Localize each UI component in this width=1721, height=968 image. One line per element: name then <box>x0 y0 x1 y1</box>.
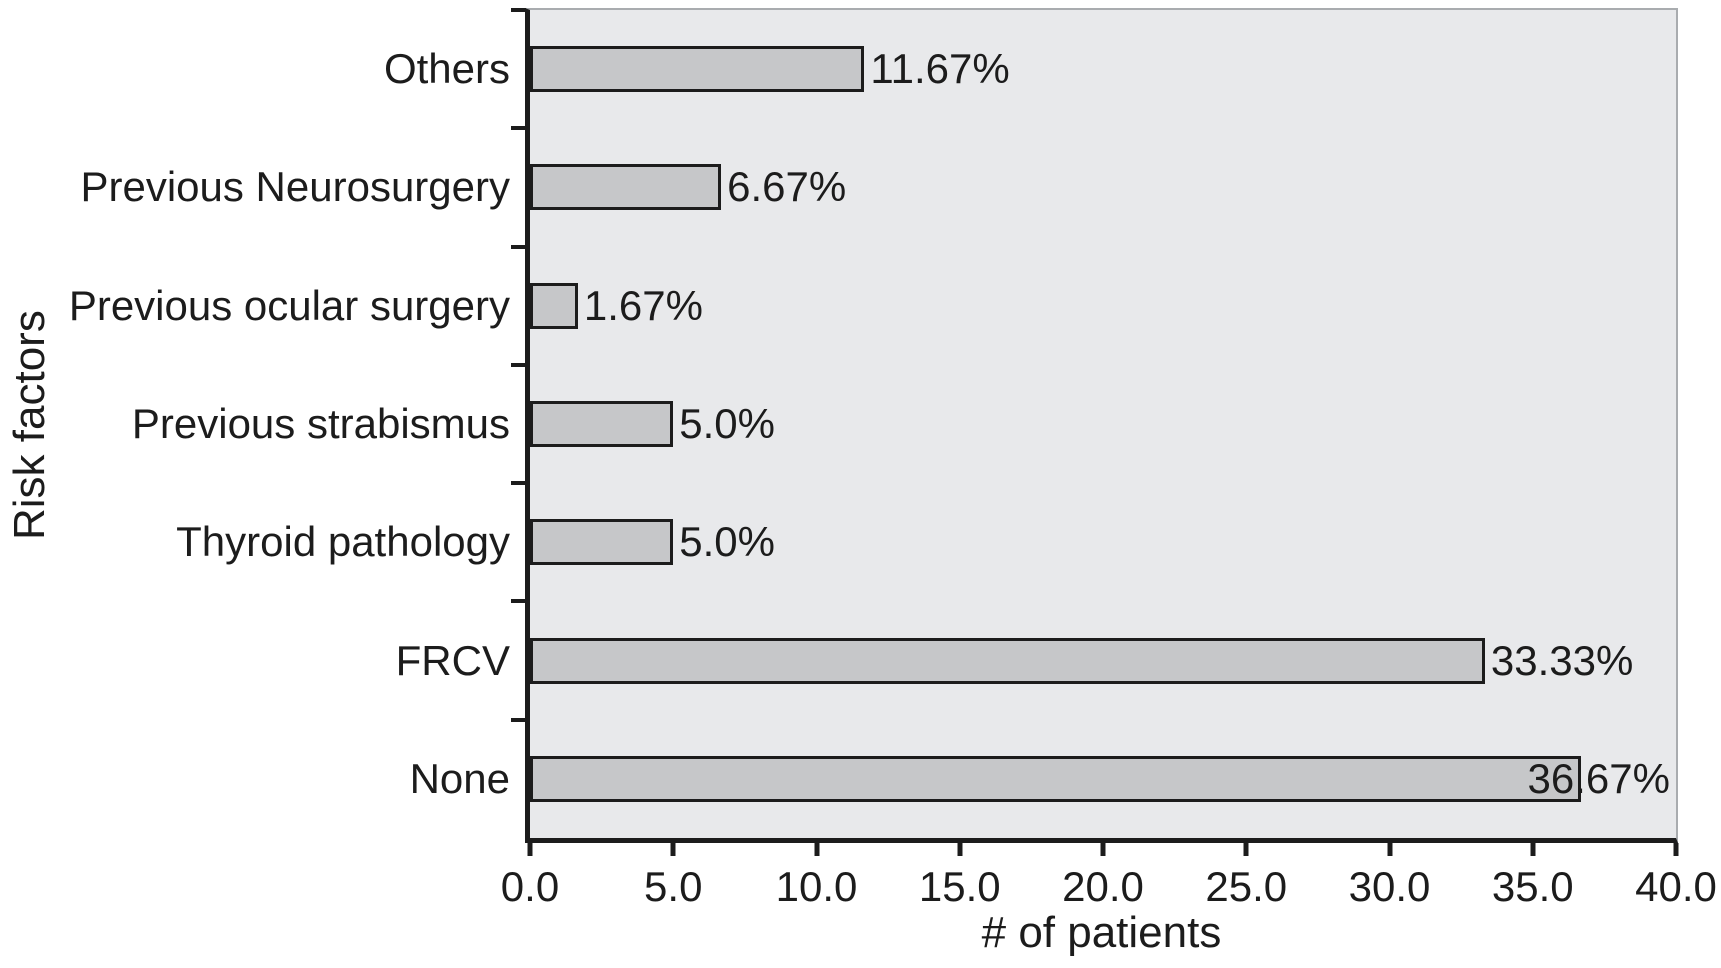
category-label: Thyroid pathology <box>176 518 510 566</box>
category-label: Others <box>383 45 510 93</box>
bar <box>530 164 722 211</box>
x-tick <box>527 843 533 856</box>
x-axis: 0.0 5.0 10.0 15.0 20.0 25.0 30.0 35.0 40.0 <box>501 843 1717 963</box>
x-tick-label: 15.0 <box>918 863 1001 910</box>
category-label: Previous Neurosurgery <box>80 163 510 211</box>
y-tick <box>511 717 526 722</box>
bar-row: FRCV 33.33% <box>396 601 1676 719</box>
x-tick-label: 20.0 <box>1062 863 1144 910</box>
category-label: FRCV <box>395 636 510 684</box>
x-tick-label: 40.0 <box>1635 863 1717 910</box>
y-axis-title: Risk factors <box>5 310 54 541</box>
bar <box>530 46 865 93</box>
x-tick <box>1673 843 1679 856</box>
value-label: 5.0% <box>679 399 775 447</box>
y-tick <box>511 126 526 131</box>
bar <box>530 637 1485 684</box>
x-tick-label: 30.0 <box>1348 863 1431 910</box>
bar <box>530 400 674 447</box>
bar <box>530 519 674 566</box>
category-label: None <box>409 754 510 802</box>
x-tick <box>1387 843 1392 856</box>
x-tick-label: 25.0 <box>1205 863 1288 910</box>
x-tick-label: 10.0 <box>775 863 858 910</box>
value-label: 1.67% <box>583 281 703 329</box>
y-tick <box>511 599 526 604</box>
y-tick <box>511 481 526 486</box>
x-tick-label: 35.0 <box>1491 863 1574 910</box>
category-label: Previous strabismus <box>131 399 510 447</box>
x-tick <box>957 843 963 856</box>
category-label: Previous ocular surgery <box>68 281 510 329</box>
value-label: 5.0% <box>679 518 775 566</box>
bar <box>530 755 1581 802</box>
x-tick <box>1100 843 1106 856</box>
x-tick <box>1243 843 1249 856</box>
value-label: 36.67% <box>1527 754 1670 802</box>
bar <box>530 282 578 329</box>
bar-row: Previous Neurosurgery 6.67% <box>80 128 1676 246</box>
y-tick <box>511 362 526 367</box>
x-tick <box>670 843 676 856</box>
x-tick <box>814 843 819 856</box>
value-label: 33.33% <box>1490 636 1634 684</box>
x-tick-label: 5.0 <box>644 863 703 910</box>
plot-area: Others 11.67% Previous Neurosurgery 6.67% Pr… <box>69 8 1678 843</box>
y-tick <box>511 8 526 12</box>
y-tick <box>511 244 526 249</box>
bar-row: Previous strabismus 5.0% <box>132 365 1676 483</box>
bar-row: Others 11.67% <box>384 10 1676 128</box>
bar-row: None 36.67% <box>410 720 1676 838</box>
x-axis-title: # of patients <box>981 908 1222 957</box>
bar-row: Previous ocular surgery 1.67% <box>69 247 1676 365</box>
value-label: 6.67% <box>727 163 847 211</box>
bar-row: Thyroid pathology 5.0% <box>176 483 1676 601</box>
x-tick-label: 0.0 <box>500 863 560 910</box>
x-tick <box>1530 843 1536 856</box>
bar-rows: Others 11.67% Previous Neurosurgery 6.67% Pr… <box>69 10 1676 838</box>
value-label: 11.67% <box>870 45 1010 93</box>
